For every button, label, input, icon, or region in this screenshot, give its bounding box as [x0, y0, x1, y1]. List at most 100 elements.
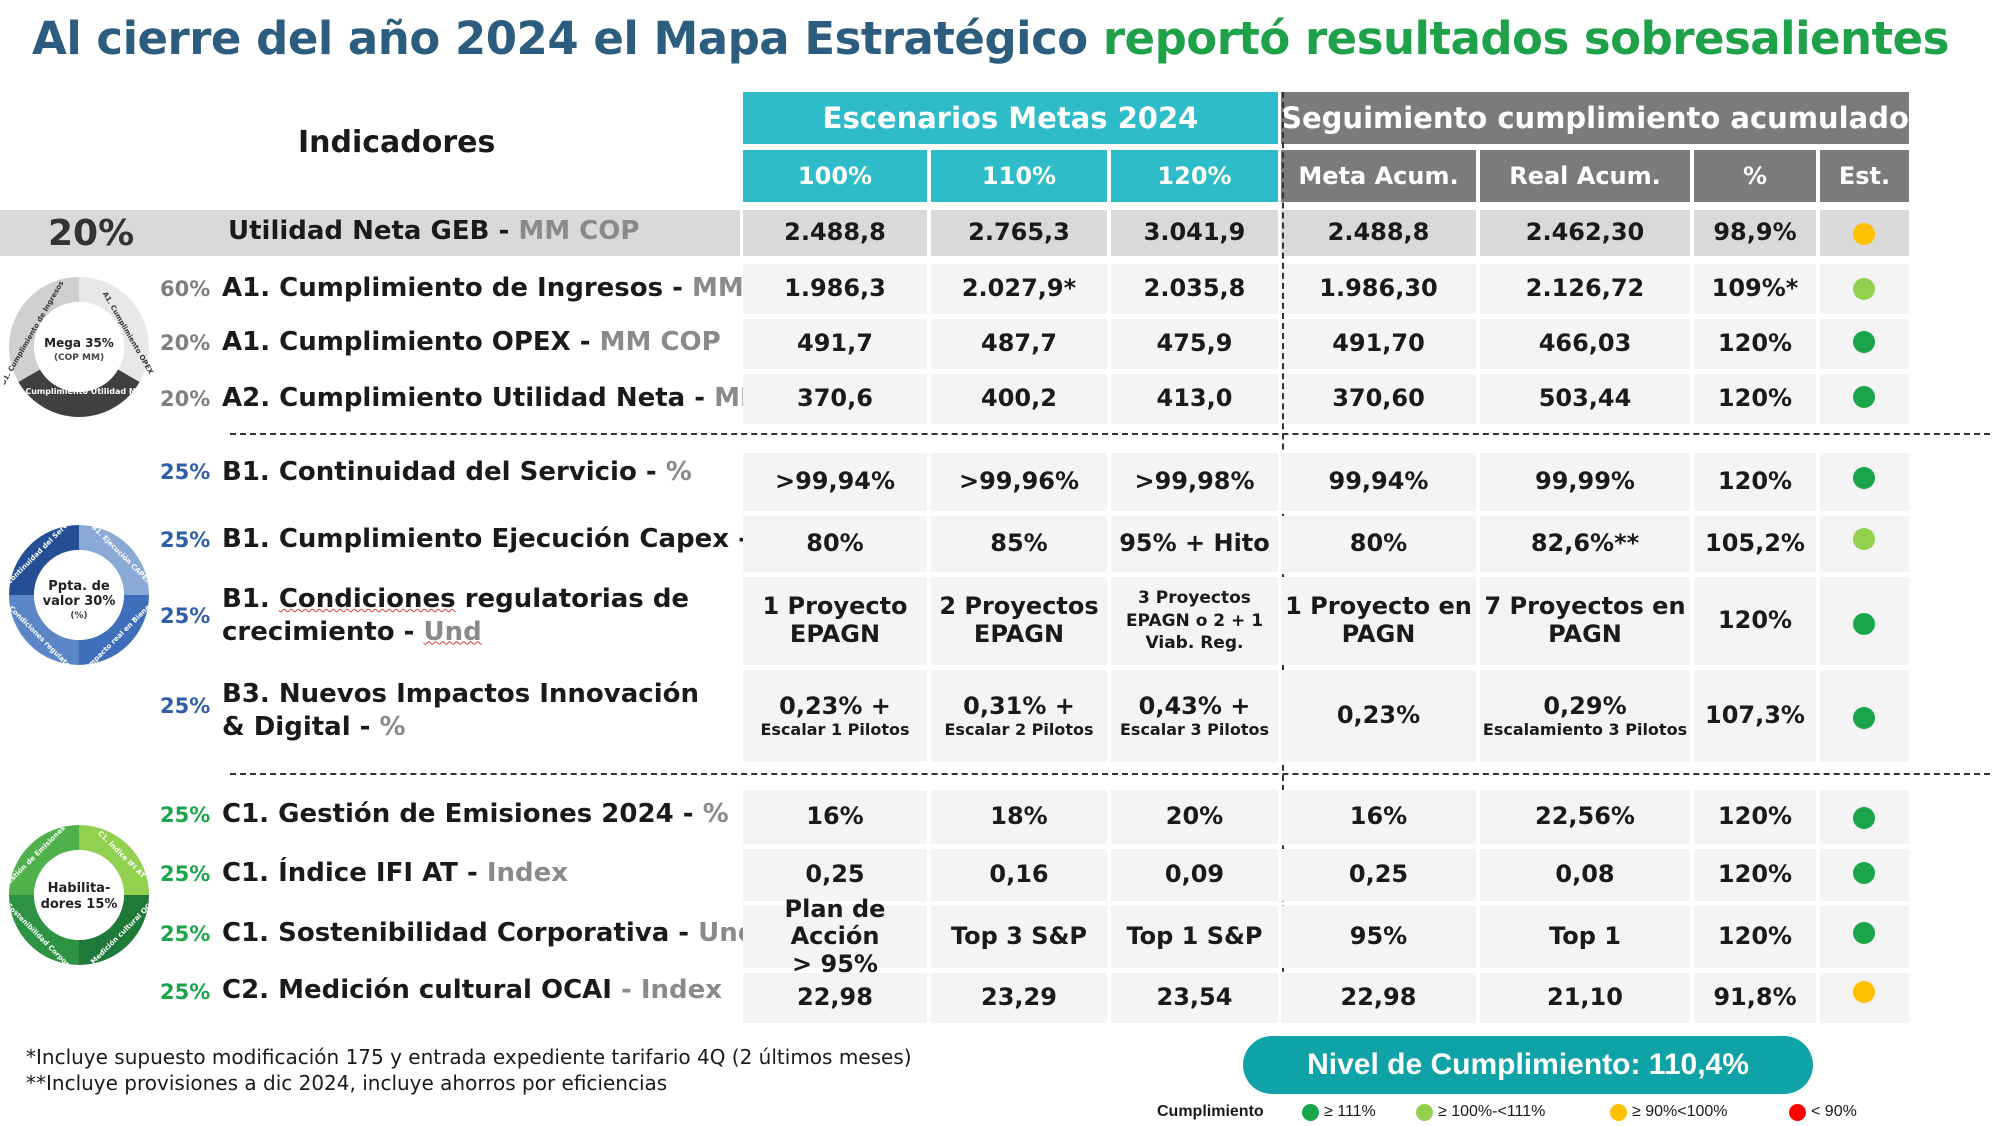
donut-center-text: Mega 35% — [44, 336, 114, 350]
donut-segment-label: A2. Cumplimiento Utilidad Neta — [8, 387, 151, 396]
indicator-ingresos: A1. Cumplimiento de Ingresos - MM COP — [222, 273, 813, 303]
cell: 82,6%** — [1480, 516, 1690, 572]
nivel-cumplimiento-badge: Nivel de Cumplimiento: 110,4% — [1243, 1036, 1813, 1094]
status-green-dot — [1853, 862, 1875, 884]
donut-center-text: dores 15% — [41, 897, 118, 912]
indicadores-heading: Indicadores — [298, 125, 496, 160]
legend-item: < 90% — [1789, 1103, 1857, 1121]
row-weight: 25% — [160, 980, 211, 1004]
row-weight: 25% — [160, 604, 211, 628]
footnote: *Incluye supuesto modificación 175 y ent… — [26, 1045, 912, 1069]
page-title: Al cierre del año 2024 el Mapa Estratégi… — [32, 12, 1949, 65]
cell: 120% — [1694, 849, 1816, 901]
cell: 466,03 — [1480, 319, 1690, 369]
status-green-dot — [1853, 613, 1875, 635]
cell: Top 1 — [1480, 906, 1690, 968]
cell: 3.041,9 — [1111, 210, 1278, 256]
cell: 0,31% + Escalar 2 Pilotos — [931, 670, 1107, 762]
cell: 85% — [931, 516, 1107, 572]
indicator-opex: A1. Cumplimiento OPEX - MM COP — [222, 327, 721, 357]
legend-item: ≥ 100%-<111% — [1416, 1103, 1545, 1121]
donut-center-text: (COP MM) — [54, 353, 104, 363]
status-yellow-dot — [1853, 223, 1875, 245]
row-weight: 20% — [160, 387, 211, 411]
cell: 2 Proyectos EPAGN — [931, 577, 1107, 665]
cell: 120% — [1694, 319, 1816, 369]
cell: 95% — [1281, 906, 1476, 968]
row-weight: 25% — [160, 803, 211, 827]
cell: 2.765,3 — [931, 210, 1107, 256]
cell: 2.488,8 — [1281, 210, 1476, 256]
cell: 98,9% — [1694, 210, 1816, 256]
status-light-green-dot — [1853, 278, 1875, 300]
cell: 0,09 — [1111, 849, 1278, 901]
row-weight: 25% — [160, 922, 211, 946]
cell: 7 Proyectos en PAGN — [1480, 577, 1690, 665]
cell: 91,8% — [1694, 973, 1816, 1023]
status-green-dot — [1853, 386, 1875, 408]
cell: 400,2 — [931, 374, 1107, 424]
cell: 2.126,72 — [1480, 264, 1690, 314]
cell: 21,10 — [1480, 973, 1690, 1023]
cell: 487,7 — [931, 319, 1107, 369]
cell: 99,99% — [1480, 453, 1690, 511]
row-band — [0, 210, 740, 256]
cell: 0,23% — [1281, 670, 1476, 762]
row-weight: 60% — [160, 277, 211, 301]
legend-red-dot — [1789, 1103, 1806, 1121]
status-green-dot — [1853, 467, 1875, 489]
cell: 120% — [1694, 374, 1816, 424]
cell: 2.462,30 — [1480, 210, 1690, 256]
section-divider — [230, 433, 1990, 435]
legend-yellow-dot — [1610, 1103, 1627, 1121]
cell: 80% — [743, 516, 927, 572]
row-weight: 25% — [160, 528, 211, 552]
cell: 413,0 — [1111, 374, 1278, 424]
cell: 0,25 — [1281, 849, 1476, 901]
title-part1: Al cierre del año 2024 el Mapa Estratégi… — [32, 12, 1088, 65]
cell: 370,6 — [743, 374, 927, 424]
title-part2: reportó resultados sobresalientes — [1102, 12, 1950, 65]
cell: 1 Proyecto EPAGN — [743, 577, 927, 665]
col-header-est: Est. — [1820, 150, 1909, 202]
row-weight: 25% — [160, 694, 211, 718]
mega-donut-chart: Mega 35% (COP MM) A2. Cumplimiento Utili… — [4, 277, 154, 417]
cell: >99,96% — [931, 453, 1107, 511]
cell: 0,43% + Escalar 3 Pilotos — [1111, 670, 1278, 762]
donut-center-text: Ppta. de — [48, 579, 110, 594]
cell: 0,16 — [931, 849, 1107, 901]
indicator-utilidad-neta-geb: Utilidad Neta GEB - MM COP — [228, 216, 640, 246]
status-green-dot — [1853, 707, 1875, 729]
cell: 22,98 — [1281, 973, 1476, 1023]
legend-title: Cumplimiento — [1157, 1103, 1264, 1120]
col-header-meta: Meta Acum. — [1281, 150, 1476, 202]
cell: 99,94% — [1281, 453, 1476, 511]
cell: 0,23% + Escalar 1 Pilotos — [743, 670, 927, 762]
cell: 120% — [1694, 453, 1816, 511]
cell: 107,3% — [1694, 670, 1816, 762]
legend-item: ≥ 90%<100% — [1610, 1103, 1728, 1121]
cell: 23,29 — [931, 973, 1107, 1023]
cell: 18% — [931, 790, 1107, 844]
row-weight: 20% — [48, 213, 135, 254]
cell: 23,54 — [1111, 973, 1278, 1023]
indicator-ifi: C1. Índice IFI AT - Index — [222, 858, 569, 888]
status-light-green-dot — [1853, 528, 1875, 550]
indicator-emisiones: C1. Gestión de Emisiones 2024 - % — [222, 799, 729, 829]
cell: 491,7 — [743, 319, 927, 369]
escenarios-header: Escenarios Metas 2024 — [743, 92, 1278, 144]
indicator-sostenibilidad: C1. Sostenibilidad Corporativa - Und — [222, 918, 757, 948]
footnote: **Incluye provisiones a dic 2024, incluy… — [26, 1071, 668, 1095]
col-header-100: 100% — [743, 150, 927, 202]
cell: 0,29% Escalamiento 3 Pilotos — [1480, 670, 1690, 762]
cell: 475,9 — [1111, 319, 1278, 369]
cell: Top 3 S&P — [931, 906, 1107, 968]
cell: 2.035,8 — [1111, 264, 1278, 314]
legend-green-dot — [1302, 1103, 1319, 1121]
col-header-120: 120% — [1111, 150, 1278, 202]
row-weight: 25% — [160, 460, 211, 484]
cell: 120% — [1694, 790, 1816, 844]
valor-donut-chart: Ppta. de valor 30% (%) B1. Continuidad d… — [4, 520, 154, 670]
cell: 80% — [1281, 516, 1476, 572]
cell: 22,56% — [1480, 790, 1690, 844]
